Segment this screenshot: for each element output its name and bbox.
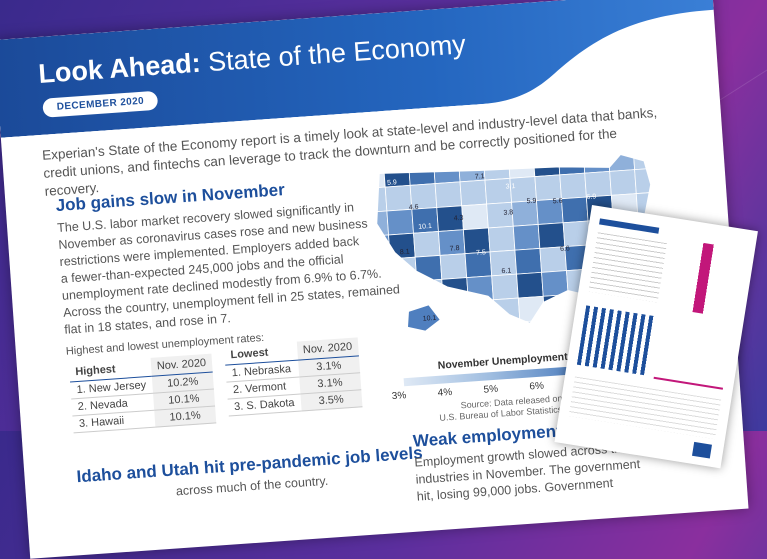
state-region [559,172,587,200]
state-label: 5.9 [526,198,536,206]
state-region [459,179,488,207]
alaska [408,305,440,331]
state-region [482,153,511,181]
rate: 10.1% [153,405,217,428]
state-region [542,294,571,321]
state-label: 6.6 [560,245,570,253]
state-region [419,326,448,340]
state-region [373,306,396,333]
state-region [516,271,544,299]
screen: Look Ahead: State of the Economy DECEMBE… [0,0,767,504]
state-label: 6.1 [501,267,511,275]
state-label: 4.6 [409,204,419,212]
state-region [491,273,519,301]
state-region [373,162,386,190]
state-label: 3.1 [505,183,515,191]
state-label: 3.8 [503,209,513,217]
state-region [507,152,536,179]
state-region [484,177,513,205]
state-region [389,256,418,284]
state-region [467,299,496,326]
state-label: 8.1 [400,249,410,257]
state-region [582,152,611,174]
state-label: 5.6 [553,198,563,206]
state-name: 3. S. Dakota [227,394,302,417]
table-lowest: Lowest Nov. 2020 1. Nebraska 3.1% 2. Vermont… [223,337,363,417]
state-region [494,321,523,340]
legend-tick: 3% [391,390,407,403]
state-region [413,231,441,258]
state-region [444,325,473,340]
state-region [519,319,547,340]
state-label: 7.8 [450,245,460,253]
state-label: 5.9 [387,179,397,187]
state-label: 7.1 [475,173,485,181]
section-body: The U.S. labor market recovery slowed si… [57,197,402,339]
state-region [373,186,388,214]
state-region [632,152,660,171]
state-region [607,152,636,172]
state-label: 10.1 [422,315,436,323]
state-region [443,301,471,328]
state-region [609,169,637,196]
state-region [394,328,423,340]
state-label: 6.9 [586,193,596,201]
state-region [492,297,521,325]
state-label: 7.5 [476,249,486,257]
table-highest: Highest Nov. 2020 1. New Jersey 10.2% 2. Nev… [68,353,217,434]
state-region [517,295,546,323]
legend-tick: 6% [529,380,545,393]
state-region [634,167,661,194]
state-region [557,152,586,176]
state-region [373,258,393,286]
state-region [469,323,498,340]
state-region [391,280,419,308]
state-region [461,203,489,231]
state-region [544,318,572,340]
state-region [561,196,589,224]
state-region [373,282,395,309]
state-region [532,152,561,178]
state-label: 4.3 [453,215,463,223]
state-region [373,330,398,340]
rate: 3.5% [299,389,363,411]
state-region [386,208,414,236]
state-region [534,174,562,201]
state-region [514,248,542,275]
legend-tick: 5% [483,383,499,396]
state-region [537,222,566,249]
state-region [373,210,389,238]
state-region [434,181,463,208]
state-label: 10.1 [418,223,432,231]
state-region [439,253,468,280]
state-region [512,224,541,251]
legend-tick: 4% [437,386,453,399]
state-region [487,225,516,253]
